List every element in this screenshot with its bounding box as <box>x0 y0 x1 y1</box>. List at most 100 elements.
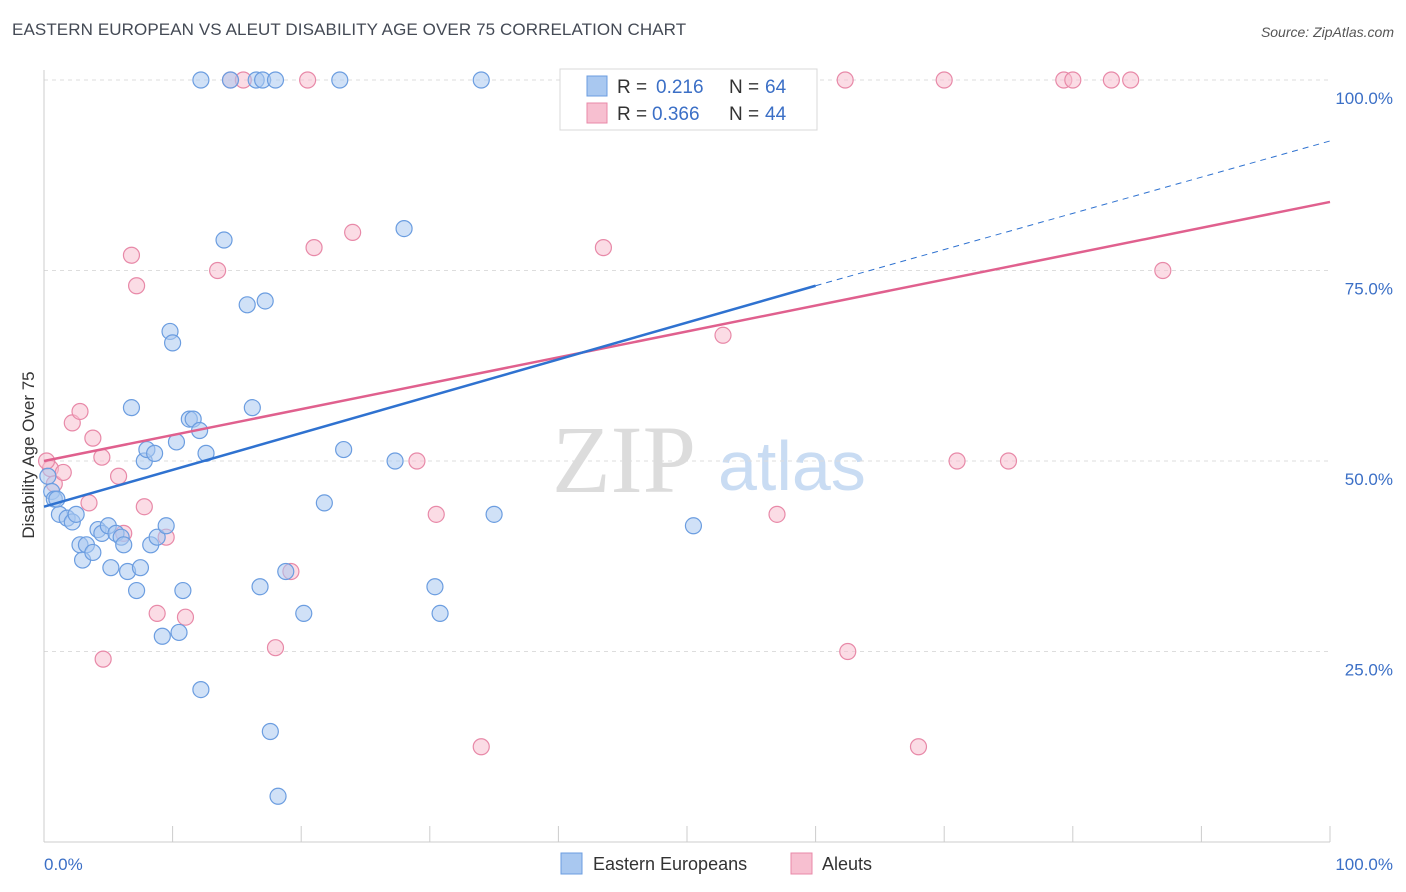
series-legend-label-2: Aleuts <box>822 854 872 874</box>
aleut-point-11 <box>122 246 141 264</box>
aleut-point-36 <box>948 452 966 470</box>
x-tick-label-max: 100.0% <box>1335 855 1393 874</box>
aleuts-trend-line <box>43 200 1331 463</box>
aleut-point-23 <box>305 239 323 257</box>
y-tick-label-100: 100.0% <box>1335 89 1393 108</box>
grid <box>44 79 1330 652</box>
y-tick-label-25: 25.0% <box>1345 661 1393 680</box>
eastern-europeans-trend-extension <box>815 140 1331 287</box>
aleut-point-12 <box>127 277 146 295</box>
aleut-point-6 <box>84 429 102 447</box>
eastern-european-point-25 <box>145 444 164 462</box>
eastern-european-point-44 <box>261 722 279 741</box>
aleut-point-5 <box>80 494 98 512</box>
aleut-point-37 <box>999 452 1018 470</box>
eastern-european-point-42 <box>251 578 269 596</box>
eastern-european-point-46 <box>277 562 295 581</box>
watermark-atlas: atlas <box>718 427 866 505</box>
source-credit: Source: ZipAtlas.com <box>1260 24 1394 40</box>
aleut-point-26 <box>427 505 445 523</box>
eastern-european-point-57 <box>221 71 240 89</box>
legend-swatch-blue <box>586 75 608 97</box>
eastern-europeans-points <box>39 71 703 805</box>
eastern-european-point-41 <box>243 399 261 417</box>
aleut-point-27 <box>472 738 490 756</box>
aleut-point-22 <box>299 71 317 89</box>
aleut-point-34 <box>909 738 928 756</box>
eastern-european-point-28 <box>157 517 175 535</box>
eastern-european-point-30 <box>164 334 182 352</box>
aleut-point-2 <box>54 463 72 482</box>
aleut-point-39 <box>1064 71 1082 89</box>
aleut-point-41 <box>1122 71 1140 89</box>
legend-n-label-2: N = <box>729 104 759 125</box>
aleut-point-9 <box>109 467 128 485</box>
eastern-european-point-20 <box>127 581 146 600</box>
eastern-european-point-62 <box>472 71 490 89</box>
aleut-point-32 <box>839 642 857 661</box>
aleuts-points <box>37 71 1172 756</box>
watermark-zip: ZIP <box>552 406 696 513</box>
eastern-european-point-26 <box>148 528 166 546</box>
eastern-european-point-50 <box>386 452 404 470</box>
eastern-european-point-48 <box>315 494 333 512</box>
aleut-point-4 <box>71 402 89 421</box>
aleut-point-28 <box>594 239 613 257</box>
eastern-european-point-39 <box>215 231 233 249</box>
aleut-point-14 <box>148 604 166 623</box>
legend-r-label-2: R = <box>617 104 647 125</box>
eastern-european-point-60 <box>266 71 285 89</box>
y-axis-title: Disability Age Over 75 <box>19 371 38 538</box>
y-tick-label-50: 50.0% <box>1345 470 1393 489</box>
legend-swatch-pink <box>586 102 608 124</box>
eastern-european-point-32 <box>170 623 188 642</box>
aleut-point-17 <box>209 261 227 280</box>
eastern-european-point-37 <box>192 680 210 699</box>
eastern-european-point-19 <box>122 399 141 417</box>
x-tick-label-min: 0.0% <box>44 855 83 874</box>
legend-n-value-2: 44 <box>765 104 787 125</box>
eastern-european-point-40 <box>238 296 256 314</box>
legend-r-label-1: R = <box>617 77 647 98</box>
eastern-european-point-49 <box>335 440 353 459</box>
eastern-european-point-6 <box>67 505 85 523</box>
legend-r-value-1: 0.216 <box>656 77 704 98</box>
eastern-european-point-54 <box>485 505 503 523</box>
x-ticks <box>172 826 1331 842</box>
eastern-european-point-56 <box>192 71 210 89</box>
aleut-point-33 <box>836 71 854 89</box>
eastern-european-point-14 <box>102 559 120 577</box>
legend-n-value-1: 64 <box>765 77 787 98</box>
legend-r-value-2: 0.366 <box>652 104 700 125</box>
stats-legend: R = 0.216 N = 64 R = 0.366 N = 44 <box>559 68 818 131</box>
aleut-point-40 <box>1102 71 1120 89</box>
trend-lines <box>43 140 1331 508</box>
eastern-europeans-trend-line <box>43 284 816 508</box>
series-legend-label-1: Eastern Europeans <box>593 854 747 874</box>
eastern-european-point-61 <box>331 71 349 89</box>
eastern-european-point-47 <box>295 604 313 623</box>
series-legend-swatch-pink <box>790 852 813 875</box>
aleut-point-30 <box>714 326 732 344</box>
aleut-point-8 <box>94 650 112 668</box>
eastern-european-point-17 <box>115 536 133 554</box>
aleut-point-42 <box>1154 261 1172 280</box>
aleut-point-16 <box>176 608 195 626</box>
y-tick-label-75: 75.0% <box>1345 280 1393 299</box>
aleut-point-25 <box>408 452 426 470</box>
series-legend: Eastern Europeans Aleuts <box>560 852 872 875</box>
eastern-european-point-55 <box>684 517 703 535</box>
y-tick-labels: 100.0% 75.0% 50.0% 25.0% <box>1335 89 1393 680</box>
eastern-european-point-52 <box>426 578 444 596</box>
eastern-european-point-0 <box>39 467 57 485</box>
eastern-european-point-21 <box>131 559 150 577</box>
aleut-point-31 <box>768 505 786 523</box>
aleut-point-20 <box>266 639 285 657</box>
chart-title: EASTERN EUROPEAN VS ALEUT DISABILITY AGE… <box>12 20 687 39</box>
eastern-european-point-43 <box>256 292 274 310</box>
eastern-european-point-51 <box>395 219 413 238</box>
eastern-european-point-33 <box>174 581 192 600</box>
eastern-european-point-27 <box>153 627 171 645</box>
aleut-point-24 <box>344 223 362 241</box>
